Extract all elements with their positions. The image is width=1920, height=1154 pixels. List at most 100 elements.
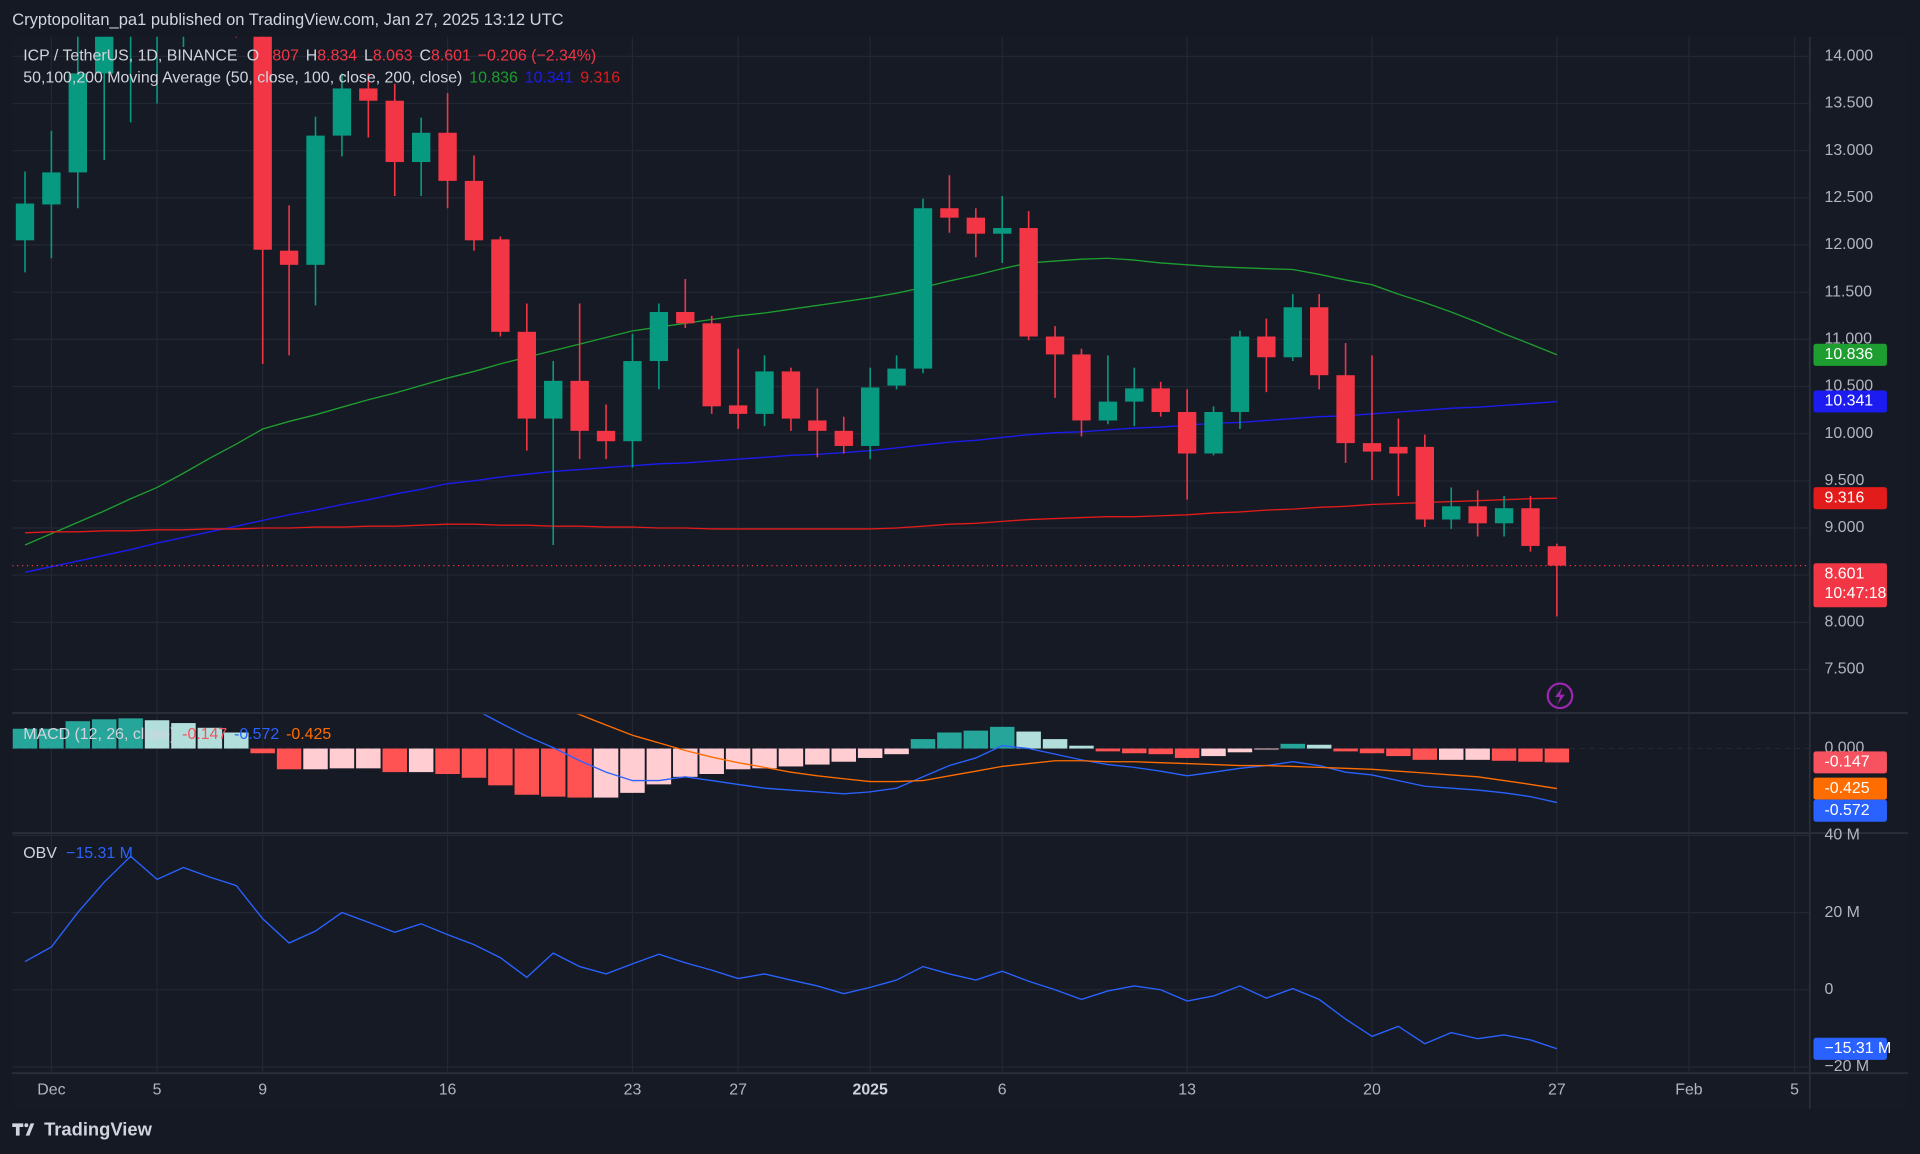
macd-value: -0.147	[182, 726, 227, 743]
candle-body	[95, 36, 114, 74]
candle-body	[1125, 388, 1144, 402]
ma-value: 10.341	[525, 70, 574, 87]
macd-histogram-bar	[1254, 748, 1279, 750]
macd-histogram-bar	[752, 748, 777, 769]
y-tick-label: 0	[1824, 981, 1833, 998]
y-tick-label: 12.000	[1824, 236, 1873, 253]
alert-icon[interactable]	[1546, 682, 1574, 710]
candle-body	[940, 208, 959, 218]
candle-body	[1468, 506, 1487, 524]
candle-body	[676, 311, 695, 324]
symbol: ICP / TetherUS, 1D, BINANCE	[23, 48, 237, 65]
macd-histogram-bar	[144, 720, 170, 749]
macd-histogram-bar	[1280, 743, 1306, 749]
macd-histogram-bar	[276, 748, 302, 770]
y-tick-label: 13.500	[1824, 95, 1873, 112]
macd-histogram-bar	[382, 748, 407, 773]
candle-body	[42, 172, 61, 205]
y-tick-label: 20 M	[1824, 904, 1859, 921]
brand-name[interactable]: TradingView	[44, 1119, 153, 1140]
macd-histogram-bar	[488, 748, 513, 786]
candle-body	[1151, 388, 1170, 412]
macd-histogram-bar	[250, 748, 275, 754]
candle-body	[649, 311, 669, 362]
candle-body	[834, 430, 853, 446]
x-tick-label: Feb	[1675, 1081, 1703, 1098]
candle-body	[1547, 546, 1567, 566]
y-tick-label: 14.000	[1824, 48, 1873, 65]
y-tick-label: 9.500	[1824, 472, 1864, 489]
macd-histogram-bar	[884, 748, 909, 755]
candle-body	[1309, 307, 1329, 376]
price-label: -0.572	[1824, 802, 1869, 819]
macd-histogram-bar	[1069, 745, 1094, 749]
macd-histogram-bar	[197, 727, 223, 749]
y-tick-label: 11.000	[1824, 331, 1872, 348]
y-tick-label: 13.000	[1824, 142, 1873, 159]
x-tick-label: 16	[439, 1081, 457, 1098]
y-tick-label: 10.000	[1824, 425, 1873, 442]
macd-histogram-bar	[1518, 748, 1543, 762]
price-label-box	[1813, 799, 1887, 822]
candle-body	[1177, 411, 1197, 454]
candle-body	[1442, 506, 1461, 520]
macd-histogram-bar	[39, 728, 64, 749]
candle-body	[279, 250, 299, 265]
ohlc-value: 8.807	[259, 48, 299, 65]
macd-histogram-bar	[1333, 748, 1358, 752]
macd-histogram-bar	[646, 748, 672, 785]
y-tick-label: 7.500	[1824, 661, 1864, 678]
macd-histogram-bar	[778, 748, 804, 767]
ohlc-key: C	[420, 48, 431, 65]
candle-body	[438, 132, 457, 181]
price-labels: 10.836 10.341 9.316 8.601 10:47:18 -0.147 -0.4…	[1813, 343, 1891, 1060]
macd-histogram-bar	[12, 728, 38, 749]
macd-histogram-bar	[989, 726, 1015, 749]
candle-body	[68, 73, 87, 173]
macd-histogram-bar	[461, 748, 487, 778]
x-tick-label: 23	[624, 1081, 642, 1098]
macd-histogram-bar	[1122, 748, 1147, 754]
ohlc-value: 8.063	[373, 48, 413, 65]
macd-value: -0.572	[234, 726, 279, 743]
change: −0.206 (−2.34%)	[478, 48, 596, 65]
ma-value: 10.836	[469, 70, 518, 87]
macd-histogram-bar	[1359, 748, 1385, 754]
price-label-box	[1813, 343, 1887, 366]
macd-histogram-bar	[118, 718, 143, 749]
price-label: -0.147	[1824, 754, 1869, 771]
brand-logo[interactable]	[12, 1123, 35, 1136]
candle-body	[1045, 336, 1065, 355]
candle-body	[359, 88, 378, 101]
macd-histogram-bar	[303, 748, 328, 770]
candle-body	[993, 228, 1012, 234]
x-tick-label: 9	[258, 1081, 267, 1098]
macd-histogram-bar	[1438, 748, 1464, 760]
macd-histogram-bar	[408, 748, 434, 773]
macd-histogram-bar	[435, 748, 460, 774]
y-tick-label: 9.000	[1824, 519, 1864, 536]
macd-histogram-bar	[593, 748, 619, 798]
macd-histogram-bar	[699, 748, 724, 774]
candle-body	[755, 371, 774, 414]
macd-histogram-bar	[1016, 731, 1041, 749]
candle-body	[385, 100, 404, 163]
macd-legend: MACD (12, 26, close) -0.147 -0.572 -0.42…	[23, 726, 331, 743]
x-tick-label: 27	[729, 1081, 747, 1098]
price-label-box	[1813, 563, 1887, 608]
macd-histogram-bar	[1412, 748, 1438, 760]
ohlc-key: L	[364, 48, 373, 65]
macd-histogram-bar	[1095, 748, 1121, 752]
macd-histogram-bar	[910, 739, 936, 749]
candle-body	[913, 208, 933, 369]
candle-body	[306, 135, 325, 265]
moving-average	[24, 400, 1557, 574]
price-label: 10.341	[1824, 393, 1873, 410]
candle-body	[860, 387, 880, 446]
macd-histogram-bar	[1227, 748, 1253, 753]
macd-value: -0.425	[286, 726, 331, 743]
macd-histogram-bar	[224, 732, 249, 749]
grid	[12, 36, 1810, 1072]
x-tick-label: 20	[1363, 1081, 1381, 1098]
